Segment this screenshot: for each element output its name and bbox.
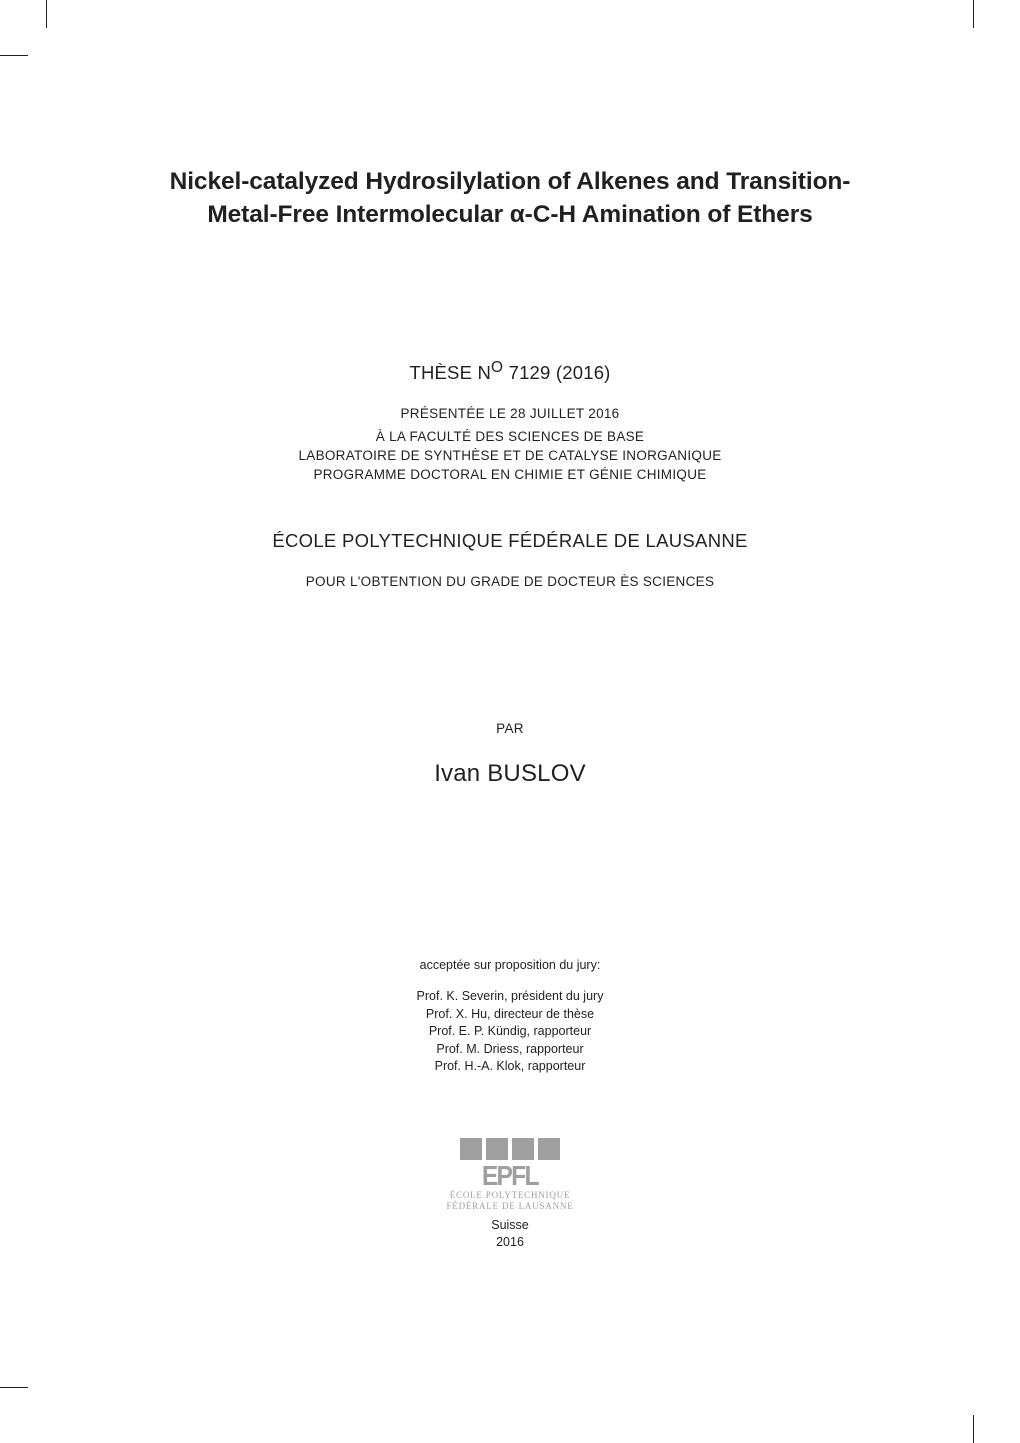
crop-mark-top-left-v <box>46 0 47 28</box>
crop-mark-top-left-h <box>0 55 28 56</box>
par-label: PAR <box>496 721 524 736</box>
jury-accepted-line: acceptée sur proposition du jury: <box>420 958 601 972</box>
crop-mark-bottom-left-h <box>0 1387 28 1388</box>
thesis-number-superscript: O <box>491 359 503 376</box>
degree-obtention: POUR L'OBTENTION DU GRADE DE DOCTEUR ÈS … <box>306 574 715 589</box>
jury-member: Prof. E. P. Kündig, rapporteur <box>417 1023 604 1041</box>
thesis-number: THÈSE NO 7129 (2016) <box>409 359 610 384</box>
epfl-text-line-2: FÉDÉRALE DE LAUSANNE <box>447 1201 574 1212</box>
epfl-wordmark: EPFL <box>482 1163 538 1188</box>
epfl-logo: EPFL ÉCOLE POLYTECHNIQUE FÉDÉRALE DE LAU… <box>447 1138 574 1212</box>
thesis-number-prefix: THÈSE N <box>409 362 491 383</box>
faculty-line: À LA FACULTÉ DES SCIENCES DE BASE <box>376 429 644 444</box>
jury-member: Prof. M. Driess, rapporteur <box>417 1041 604 1059</box>
epfl-bar <box>460 1138 482 1160</box>
author-name: Ivan BUSLOV <box>434 760 586 788</box>
epfl-text-line-1: ÉCOLE POLYTECHNIQUE <box>447 1190 574 1201</box>
presentation-date: PRÉSENTÉE LE 28 JUILLET 2016 <box>400 406 619 421</box>
thesis-title-page: Nickel-catalyzed Hydrosilylation of Alke… <box>0 0 1020 1443</box>
jury-member: Prof. K. Severin, président du jury <box>417 988 604 1006</box>
title-line-1: Nickel-catalyzed Hydrosilylation of Alke… <box>80 165 940 198</box>
institution-name: ÉCOLE POLYTECHNIQUE FÉDÉRALE DE LAUSANNE <box>272 530 747 552</box>
epfl-bar <box>486 1138 508 1160</box>
thesis-number-value: 7129 (2016) <box>503 362 610 383</box>
jury-member: Prof. X. Hu, directeur de thèse <box>417 1006 604 1024</box>
epfl-bar <box>512 1138 534 1160</box>
program-line: PROGRAMME DOCTORAL EN CHIMIE ET GÉNIE CH… <box>313 467 706 482</box>
title-line-2: Metal-Free Intermolecular α-C-H Aminatio… <box>80 198 940 231</box>
epfl-logo-text: ÉCOLE POLYTECHNIQUE FÉDÉRALE DE LAUSANNE <box>447 1190 574 1212</box>
jury-members: Prof. K. Severin, président du jury Prof… <box>417 988 604 1076</box>
epfl-bar <box>538 1138 560 1160</box>
laboratory-line: LABORATOIRE DE SYNTHÈSE ET DE CATALYSE I… <box>298 448 721 463</box>
year: 2016 <box>496 1235 524 1249</box>
thesis-title: Nickel-catalyzed Hydrosilylation of Alke… <box>80 165 940 231</box>
crop-mark-bottom-right-v <box>973 1415 974 1443</box>
epfl-logo-bars <box>460 1138 560 1160</box>
jury-member: Prof. H.-A. Klok, rapporteur <box>417 1058 604 1076</box>
country: Suisse <box>491 1218 529 1232</box>
crop-mark-top-right-v <box>973 0 974 28</box>
